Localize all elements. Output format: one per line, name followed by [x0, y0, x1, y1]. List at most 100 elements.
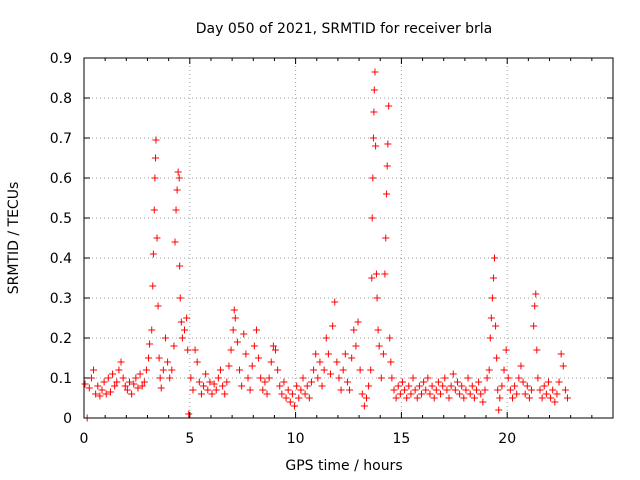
data-point	[540, 382, 548, 390]
data-point	[424, 374, 432, 382]
data-point	[219, 382, 227, 390]
data-point	[451, 386, 459, 394]
data-point	[409, 374, 417, 382]
data-point	[485, 366, 493, 374]
data-point	[130, 380, 138, 388]
chart-title: Day 050 of 2021, SRMTID for receiver brl…	[196, 21, 493, 37]
x-axis-label: GPS time / hours	[285, 458, 402, 474]
data-point	[242, 350, 250, 358]
x-tick-label: 0	[80, 431, 89, 447]
data-point	[278, 390, 286, 398]
data-point	[248, 362, 256, 370]
data-point	[492, 322, 500, 330]
data-point	[358, 390, 366, 398]
data-point	[291, 402, 299, 410]
data-point	[350, 326, 358, 334]
data-point	[85, 384, 93, 392]
data-point	[508, 394, 516, 402]
data-point	[453, 378, 461, 386]
data-point	[385, 102, 393, 110]
plot-frame	[83, 57, 614, 419]
data-point	[382, 234, 390, 242]
data-point	[134, 384, 142, 392]
data-point	[555, 378, 563, 386]
data-point	[430, 394, 438, 402]
data-point	[517, 362, 525, 370]
x-tick-label: 20	[498, 431, 516, 447]
data-point	[549, 386, 557, 394]
data-point	[100, 378, 108, 386]
data-point	[176, 262, 184, 270]
data-point	[379, 350, 387, 358]
data-point	[456, 390, 464, 398]
data-point	[531, 302, 539, 310]
data-point	[487, 314, 495, 322]
data-point	[181, 326, 189, 334]
data-point	[434, 378, 442, 386]
x-tick-label: 15	[392, 431, 410, 447]
data-point	[187, 374, 195, 382]
data-point	[151, 174, 159, 182]
data-point	[329, 322, 337, 330]
data-point	[109, 370, 117, 378]
x-tick-label: 10	[287, 431, 305, 447]
data-point	[483, 374, 491, 382]
data-point	[157, 384, 165, 392]
data-point	[468, 382, 476, 390]
data-point	[348, 354, 356, 362]
data-point	[532, 290, 540, 298]
data-point	[223, 378, 231, 386]
data-point	[216, 366, 224, 374]
data-point	[488, 294, 496, 302]
data-point	[466, 390, 474, 398]
data-point	[369, 134, 377, 142]
data-point	[462, 386, 470, 394]
data-point	[183, 314, 191, 322]
data-point	[257, 374, 265, 382]
data-point	[168, 366, 176, 374]
data-point	[365, 382, 373, 390]
data-point	[221, 390, 229, 398]
data-point	[371, 68, 379, 76]
data-point	[149, 282, 157, 290]
data-point	[106, 388, 114, 396]
data-point	[170, 342, 178, 350]
data-point	[206, 378, 214, 386]
data-point	[542, 390, 550, 398]
data-point	[559, 362, 567, 370]
data-point	[280, 378, 288, 386]
data-point	[121, 382, 129, 390]
data-point	[381, 270, 389, 278]
data-point	[519, 378, 527, 386]
data-point	[231, 314, 239, 322]
data-point	[102, 390, 110, 398]
data-point	[197, 390, 205, 398]
data-point	[502, 346, 510, 354]
data-point	[401, 386, 409, 394]
data-point	[98, 386, 106, 394]
data-point	[372, 270, 380, 278]
data-point	[411, 386, 419, 394]
data-point	[172, 206, 180, 214]
data-point	[515, 374, 523, 382]
data-point	[386, 334, 394, 342]
y-tick-label: 0	[63, 411, 72, 427]
data-point	[166, 374, 174, 382]
data-point	[282, 394, 290, 402]
data-point	[352, 342, 360, 350]
data-point	[286, 398, 294, 406]
data-point	[156, 374, 164, 382]
data-point	[202, 370, 210, 378]
data-point	[494, 386, 502, 394]
data-point	[415, 382, 423, 390]
data-point	[536, 386, 544, 394]
data-point	[354, 318, 362, 326]
data-point	[276, 382, 284, 390]
data-point	[346, 386, 354, 394]
data-point	[295, 394, 303, 402]
data-point	[460, 394, 468, 402]
data-point	[432, 386, 440, 394]
data-point	[405, 382, 413, 390]
data-point	[547, 394, 555, 402]
